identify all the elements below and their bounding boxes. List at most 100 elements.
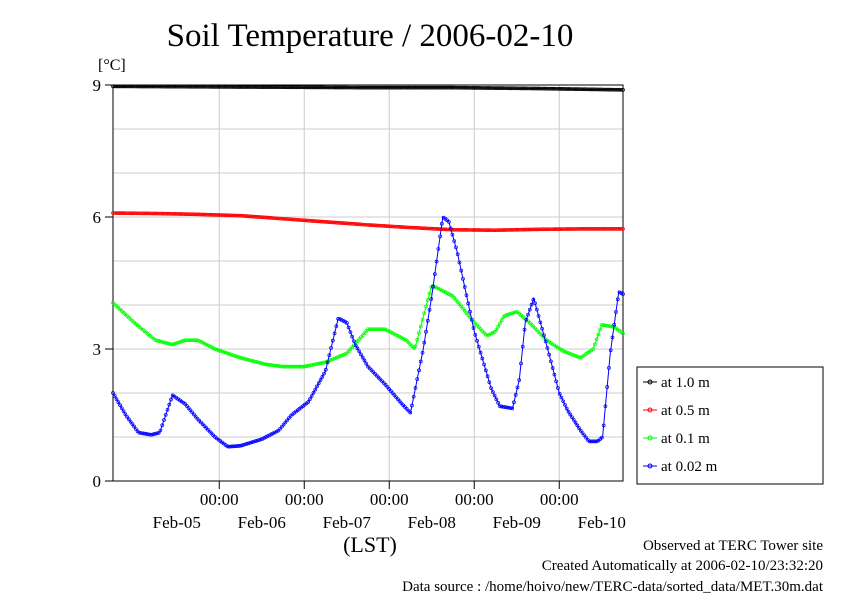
- data-point: [591, 227, 595, 231]
- data-point: [137, 211, 142, 216]
- data-point: [125, 84, 129, 89]
- data-point: [403, 225, 407, 230]
- data-point: [221, 85, 226, 89]
- data-point: [287, 364, 291, 369]
- data-point: [468, 228, 472, 232]
- data-point: [260, 215, 265, 220]
- data-point: [568, 351, 573, 356]
- data-point: [299, 364, 304, 369]
- data-point: [496, 86, 500, 90]
- data-point: [338, 317, 342, 321]
- data-point: [281, 85, 286, 90]
- data-point: [267, 433, 272, 438]
- data-point: [411, 394, 416, 399]
- data-point: [515, 227, 520, 232]
- data-point: [172, 342, 177, 346]
- data-point: [204, 84, 209, 89]
- data-point: [383, 85, 388, 90]
- data-point: [462, 308, 467, 313]
- data-point: [603, 323, 608, 328]
- data-point: [526, 312, 530, 317]
- data-point: [213, 84, 217, 89]
- data-point: [415, 85, 420, 90]
- data-point: [119, 84, 124, 89]
- data-point: [367, 327, 372, 332]
- data-point: [272, 430, 277, 435]
- data-point: [461, 276, 465, 281]
- data-point: [163, 412, 168, 417]
- data-point: [619, 87, 624, 92]
- data-point: [445, 291, 449, 296]
- data-point: [503, 313, 508, 318]
- data-point: [364, 361, 369, 366]
- data-point: [374, 85, 379, 90]
- y-tick-label: 3: [93, 340, 102, 359]
- data-point: [480, 86, 485, 90]
- data-point: [352, 339, 356, 344]
- data-point: [274, 363, 279, 368]
- data-point: [491, 228, 495, 233]
- data-point: [566, 87, 571, 91]
- data-point: [258, 361, 263, 365]
- data-point: [450, 232, 455, 237]
- data-point: [329, 358, 333, 362]
- data-point: [432, 85, 437, 90]
- data-point: [213, 347, 217, 351]
- data-point: [575, 423, 580, 428]
- data-point: [547, 352, 551, 357]
- data-point: [485, 86, 490, 90]
- data-point: [422, 340, 427, 345]
- data-point: [432, 272, 437, 276]
- data-point: [197, 338, 202, 343]
- data-point: [420, 350, 425, 355]
- data-point: [170, 211, 175, 216]
- data-point: [489, 386, 493, 390]
- data-point: [605, 323, 610, 328]
- data-point: [580, 431, 585, 435]
- data-point: [438, 85, 442, 90]
- data-point: [287, 416, 291, 421]
- data-point: [570, 415, 574, 420]
- data-point: [452, 85, 457, 90]
- data-point: [139, 211, 143, 216]
- data-point: [308, 85, 312, 90]
- data-point: [573, 420, 578, 425]
- data-point: [153, 431, 158, 436]
- data-point: [383, 224, 388, 228]
- x-tick-label: 00:00: [285, 490, 324, 509]
- data-point: [183, 212, 187, 216]
- data-point: [575, 87, 580, 91]
- data-point: [394, 224, 398, 229]
- data-point: [427, 85, 432, 90]
- data-point: [362, 222, 367, 227]
- data-point: [244, 214, 249, 218]
- data-point: [538, 320, 543, 325]
- data-point: [399, 225, 404, 229]
- data-point: [584, 87, 588, 92]
- data-point: [237, 85, 242, 89]
- x-date-label: Feb-09: [493, 513, 541, 532]
- data-point: [512, 227, 516, 232]
- data-point: [566, 351, 571, 355]
- data-point: [536, 314, 541, 318]
- data-point: [568, 412, 573, 417]
- data-point: [522, 227, 527, 232]
- data-point: [345, 321, 349, 325]
- data-point: [436, 247, 441, 251]
- data-point: [526, 227, 530, 232]
- data-point: [227, 85, 231, 89]
- data-point: [230, 213, 235, 218]
- data-point: [485, 333, 490, 338]
- data-point: [348, 85, 353, 90]
- data-point: [587, 87, 592, 92]
- data-point: [359, 352, 363, 357]
- data-point: [193, 414, 198, 419]
- data-point: [413, 344, 418, 349]
- data-point: [244, 442, 249, 446]
- data-point: [304, 364, 309, 368]
- data-point: [341, 85, 346, 90]
- data-point: [255, 215, 260, 219]
- data-point: [169, 342, 173, 347]
- data-point: [510, 406, 515, 411]
- data-point: [545, 227, 550, 232]
